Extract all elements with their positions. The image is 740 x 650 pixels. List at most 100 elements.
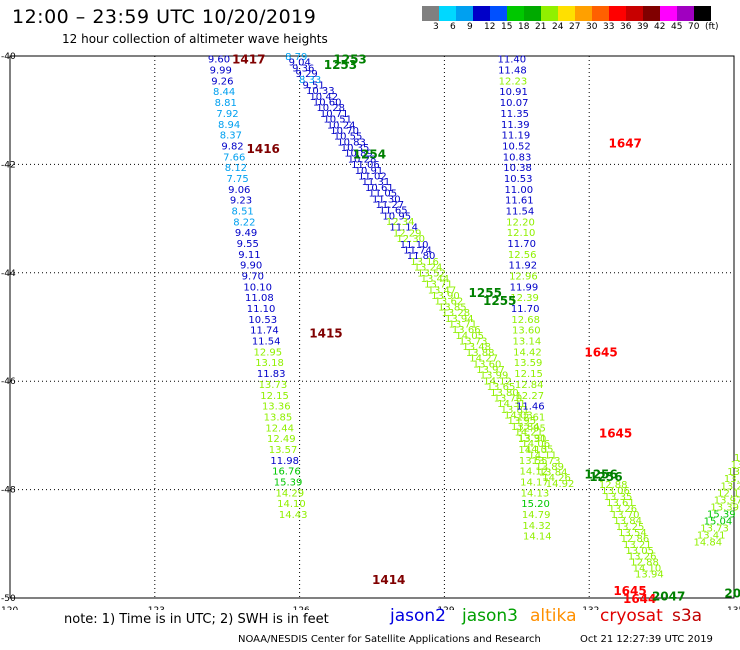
swh-value: 8.22: [233, 217, 255, 228]
legend-label: 27: [569, 22, 581, 32]
swh-value: 14.43: [279, 510, 308, 521]
swh-value: 10.91: [499, 87, 528, 98]
swh-value: 13.91: [518, 433, 547, 444]
swh-value: 7.66: [223, 152, 245, 163]
swh-value: 11.35: [500, 109, 529, 120]
swh-value: 10.83: [337, 137, 366, 148]
swh-value: 10.28: [316, 103, 345, 114]
swh-value: 11.80: [407, 251, 436, 262]
swh-value: 8.94: [218, 120, 240, 131]
pass-time-label: 1645: [584, 345, 617, 359]
swh-value: 14.92: [546, 479, 575, 490]
legend-swatch: [541, 6, 558, 21]
pass-time-label: 1256: [589, 470, 622, 484]
legend-swatch: [575, 6, 592, 21]
swh-value: 10.51: [323, 115, 352, 126]
lat-tick-label: -42: [1, 160, 16, 170]
swh-value: 10.71: [320, 109, 349, 120]
swh-value: 12.49: [267, 434, 296, 445]
swh-value: 12.96: [509, 272, 538, 283]
swh-value: 9.26: [211, 76, 233, 87]
legend-label: 36: [620, 22, 632, 32]
swh-value: 14.29: [275, 488, 304, 499]
swh-value: 13.18: [255, 358, 284, 369]
swh-value: 13.84: [511, 422, 540, 433]
swh-value: 13.24: [414, 263, 443, 274]
swh-value: 11.92: [508, 261, 537, 272]
legend-altika: altika: [530, 606, 577, 626]
swh-value: 13.52: [417, 268, 446, 279]
swh-value: 11.70: [511, 304, 540, 315]
swh-value: 11.06: [351, 160, 380, 171]
lon-tick-label: 132: [582, 606, 599, 610]
swh-value: 14.84: [693, 538, 722, 549]
map-frame: [9, 55, 735, 599]
pass-time-label: 1644: [623, 592, 656, 606]
pass-time-label: 1255: [483, 294, 516, 308]
swh-value: 14.12: [483, 376, 512, 387]
swh-value: 11.74: [403, 245, 432, 256]
swh-value: 8.37: [220, 131, 242, 142]
pass-time-label: 1255: [469, 286, 502, 300]
swh-value: 13.25: [720, 481, 740, 492]
swh-value: 13.81: [501, 405, 530, 416]
swh-value: 15.39: [707, 509, 736, 520]
swh-value: 13.84: [539, 467, 568, 478]
lat-tick-label: -46: [1, 377, 16, 387]
swh-value: 13.16: [410, 257, 439, 268]
swh-value: 7.92: [216, 109, 238, 120]
swh-value: 14.21: [514, 428, 543, 439]
swh-value: 9.70: [242, 272, 264, 283]
legend-swatch: [643, 6, 660, 21]
swh-value: 8.51: [232, 206, 254, 217]
legend-label: 42: [654, 22, 666, 32]
swh-value: 12.27: [515, 391, 544, 402]
swh-value: 13.14: [513, 337, 542, 348]
legend-swatch: [660, 6, 677, 21]
swh-value: 13.85: [264, 412, 293, 423]
swh-value: 13.60: [473, 359, 502, 370]
swh-value: 13.88: [466, 348, 495, 359]
swh-value: 10.61: [365, 183, 394, 194]
legend-label: 18: [518, 22, 530, 32]
swh-value: 10.07: [500, 98, 529, 109]
pass-time-label: 1415: [309, 326, 342, 340]
swh-value: 14.10: [633, 564, 662, 575]
legend-swatch: [626, 6, 643, 21]
swh-value: 12.61: [517, 412, 546, 423]
pass-time-label: 1416: [247, 142, 280, 156]
swh-value: 13.71: [448, 319, 477, 330]
swh-value: 14.42: [513, 347, 542, 358]
legend-label: 21: [535, 22, 547, 32]
swh-value: 11.99: [510, 282, 539, 293]
swh-value: 15.20: [521, 499, 550, 510]
swh-value: 10.70: [330, 126, 359, 137]
swh-value: 13.79: [731, 460, 740, 471]
legend-label: 6: [450, 22, 456, 32]
swh-value: 13.30: [518, 434, 547, 445]
swh-value: 13.65: [487, 382, 516, 393]
swh-value: 13.70: [494, 393, 523, 404]
legend-swatch: [473, 6, 490, 21]
swh-value: 14.17: [520, 477, 549, 488]
swh-value: 12.84: [515, 380, 544, 391]
lat-tick-label: -44: [1, 269, 16, 279]
swh-value: 13.39: [710, 502, 739, 513]
legend-swatch: [490, 6, 507, 21]
wave-height-map: 120 123 126 129 132 135 -40 -42 -44 -46 -48 -50 9.60…: [1, 52, 740, 610]
swh-value: 11.30: [372, 194, 401, 205]
swh-value: 11.54: [252, 337, 281, 348]
swh-value: 12.95: [254, 347, 283, 358]
swh-value: 12.34: [386, 217, 415, 228]
legend-label: 12: [484, 22, 496, 32]
swh-value: 12.68: [511, 315, 540, 326]
swh-value: 12.12: [717, 488, 740, 499]
swh-value: 13.90: [431, 291, 460, 302]
swh-value: 11.83: [257, 369, 286, 380]
swh-value: 13.05: [625, 546, 654, 557]
swh-value: 9.36: [292, 63, 314, 74]
swh-value: 13.89: [535, 462, 564, 473]
legend-swatch: [456, 6, 473, 21]
swh-value: 14.13: [521, 488, 550, 499]
swh-value: 13.54: [618, 528, 647, 539]
